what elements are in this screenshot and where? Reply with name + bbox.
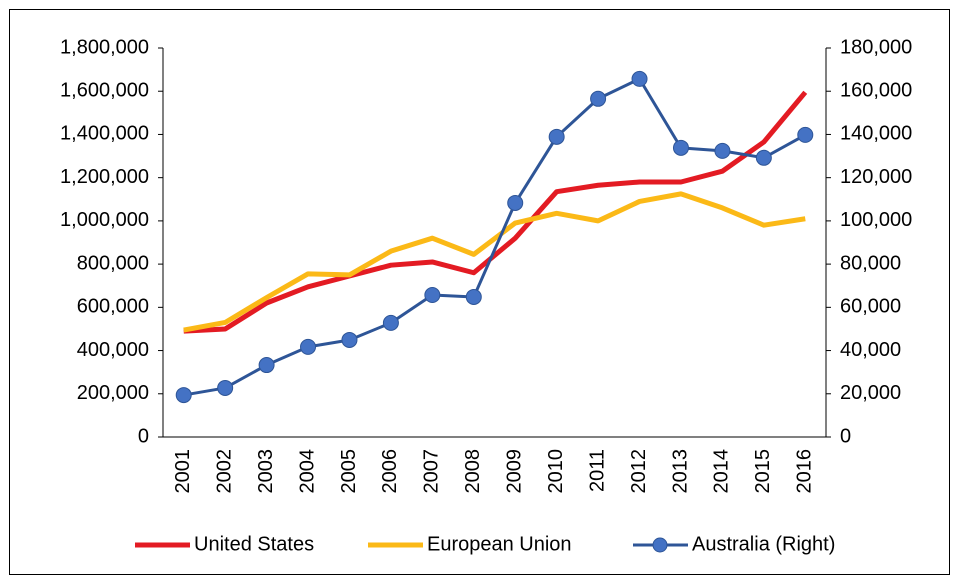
x-tick-label: 2012: [628, 449, 650, 494]
y2-tick-label: 20,000: [840, 382, 901, 404]
x-tick-label: 2016: [794, 449, 816, 494]
x-tick-label: 2008: [462, 449, 484, 494]
legend-label: European Union: [427, 533, 572, 555]
x-tick-label: 2003: [255, 449, 277, 494]
y-tick-label: 800,000: [77, 252, 149, 274]
y2-tick-label: 0: [840, 425, 851, 447]
legend-label: Australia (Right): [692, 533, 835, 555]
series-marker: [797, 126, 814, 143]
series-marker: [548, 128, 565, 145]
x-tick-label: 2004: [296, 449, 318, 494]
series-line: [183, 191, 806, 333]
x-tick-label: 2009: [504, 449, 526, 494]
y2-tick-label: 160,000: [840, 80, 912, 102]
series-marker: [465, 288, 482, 305]
y-tick-label: 200,000: [77, 382, 149, 404]
y-tick-label: 1,000,000: [60, 209, 149, 231]
y-tick-label: 0: [138, 425, 149, 447]
y2-tick-label: 60,000: [840, 296, 901, 318]
y-tick-label: 1,600,000: [60, 80, 149, 102]
series-marker: [672, 139, 689, 156]
x-tick-label: 2007: [421, 449, 443, 494]
x-tick-label: 2006: [379, 449, 401, 494]
y-tick-label: 1,200,000: [60, 166, 149, 188]
series-marker: [590, 90, 607, 107]
x-tick-label: 2002: [213, 449, 235, 494]
y-tick-label: 1,800,000: [60, 36, 149, 58]
y2-tick-label: 140,000: [840, 123, 912, 145]
legend-label: United States: [194, 533, 314, 555]
x-tick-label: 2005: [338, 449, 360, 494]
y-tick-label: 600,000: [77, 296, 149, 318]
x-tick-label: 2010: [545, 449, 567, 494]
series-marker: [258, 357, 275, 374]
legend-marker: [652, 537, 668, 553]
series-marker: [217, 379, 234, 396]
y-tick-label: 400,000: [77, 339, 149, 361]
series-marker: [382, 314, 399, 331]
x-tick-label: 2015: [752, 449, 774, 494]
y2-tick-label: 80,000: [840, 252, 901, 274]
series-line: [183, 77, 807, 397]
series-line: [183, 90, 808, 334]
series-marker: [175, 387, 192, 404]
y2-tick-label: 180,000: [840, 36, 912, 58]
x-tick-label: 2013: [669, 449, 691, 494]
series-marker: [631, 70, 648, 87]
y2-tick-label: 100,000: [840, 209, 912, 231]
series-marker: [755, 149, 772, 166]
x-tick-label: 2014: [711, 449, 733, 494]
y-tick-label: 1,400,000: [60, 123, 149, 145]
y2-tick-label: 120,000: [840, 166, 912, 188]
x-tick-label: 2001: [172, 449, 194, 494]
series-marker: [507, 194, 524, 211]
series-marker: [714, 142, 731, 159]
series-marker: [341, 331, 358, 348]
x-tick-label: 2011: [586, 449, 608, 492]
y2-tick-label: 40,000: [840, 339, 901, 361]
series-marker: [300, 338, 317, 355]
series-marker: [424, 287, 441, 304]
